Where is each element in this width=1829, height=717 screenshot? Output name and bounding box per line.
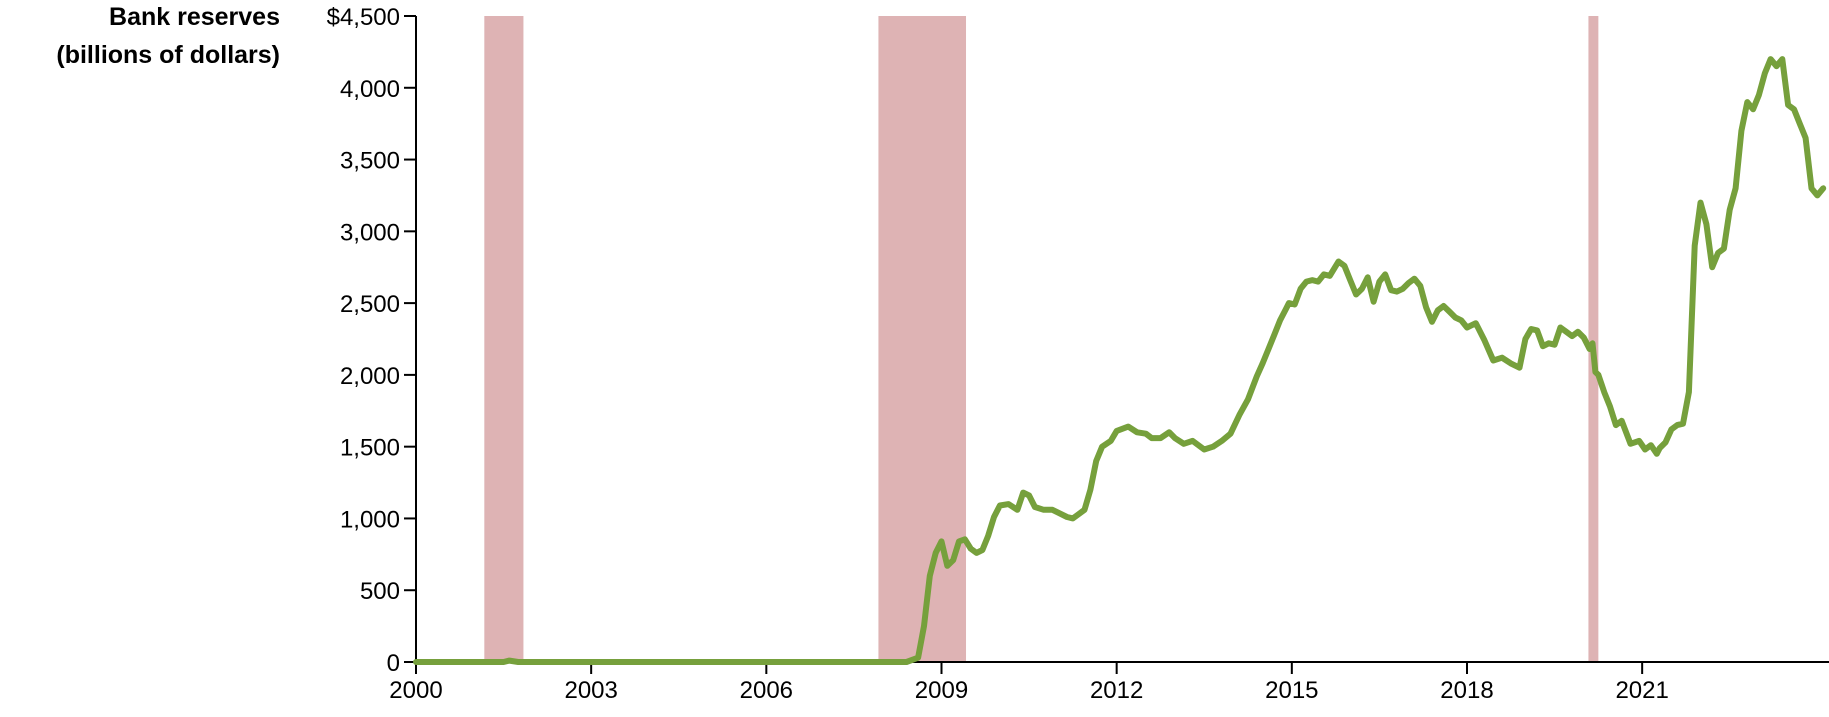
x-tick-label: 2006 xyxy=(740,677,793,704)
y-axis-label-line-1: Bank reserves xyxy=(109,3,280,31)
recession-bar-2 xyxy=(878,16,967,662)
x-tick-label: 2015 xyxy=(1265,677,1318,704)
labels-layer: Bank reserves (billions of dollars) xyxy=(56,3,280,69)
series-line-bank-reserves xyxy=(413,56,1827,665)
x-tick-label: 2021 xyxy=(1615,677,1668,704)
y-tick-label: 2,500 xyxy=(340,291,400,318)
recession-shading-layer xyxy=(484,16,1599,662)
y-tick-label: 2,000 xyxy=(340,363,400,390)
y-tick-label: 4,000 xyxy=(340,76,400,103)
y-tick-label: $4,500 xyxy=(327,4,400,31)
x-tick-label: 2012 xyxy=(1090,677,1143,704)
x-tick-label: 2003 xyxy=(564,677,617,704)
x-tick-label: 2018 xyxy=(1440,677,1493,704)
y-tick-label: 1,000 xyxy=(340,506,400,533)
x-tick-label: 2009 xyxy=(915,677,968,704)
y-tick-label: 0 xyxy=(387,650,400,677)
y-tick-label: 500 xyxy=(360,578,400,605)
y-tick-label: 3,000 xyxy=(340,219,400,246)
x-tick-label: 2000 xyxy=(389,677,442,704)
axes-layer: 0 500 1,000 1,500 2,000 2,500 3,000 3,500 4,000 $… xyxy=(327,4,1829,704)
y-tick-label: 3,500 xyxy=(340,148,400,175)
y-axis-label-line-2: (billions of dollars) xyxy=(56,41,280,69)
recession-bar-1 xyxy=(484,16,524,662)
series-layer xyxy=(413,56,1827,665)
y-tick-label: 1,500 xyxy=(340,435,400,462)
recession-bar-3 xyxy=(1588,16,1599,662)
